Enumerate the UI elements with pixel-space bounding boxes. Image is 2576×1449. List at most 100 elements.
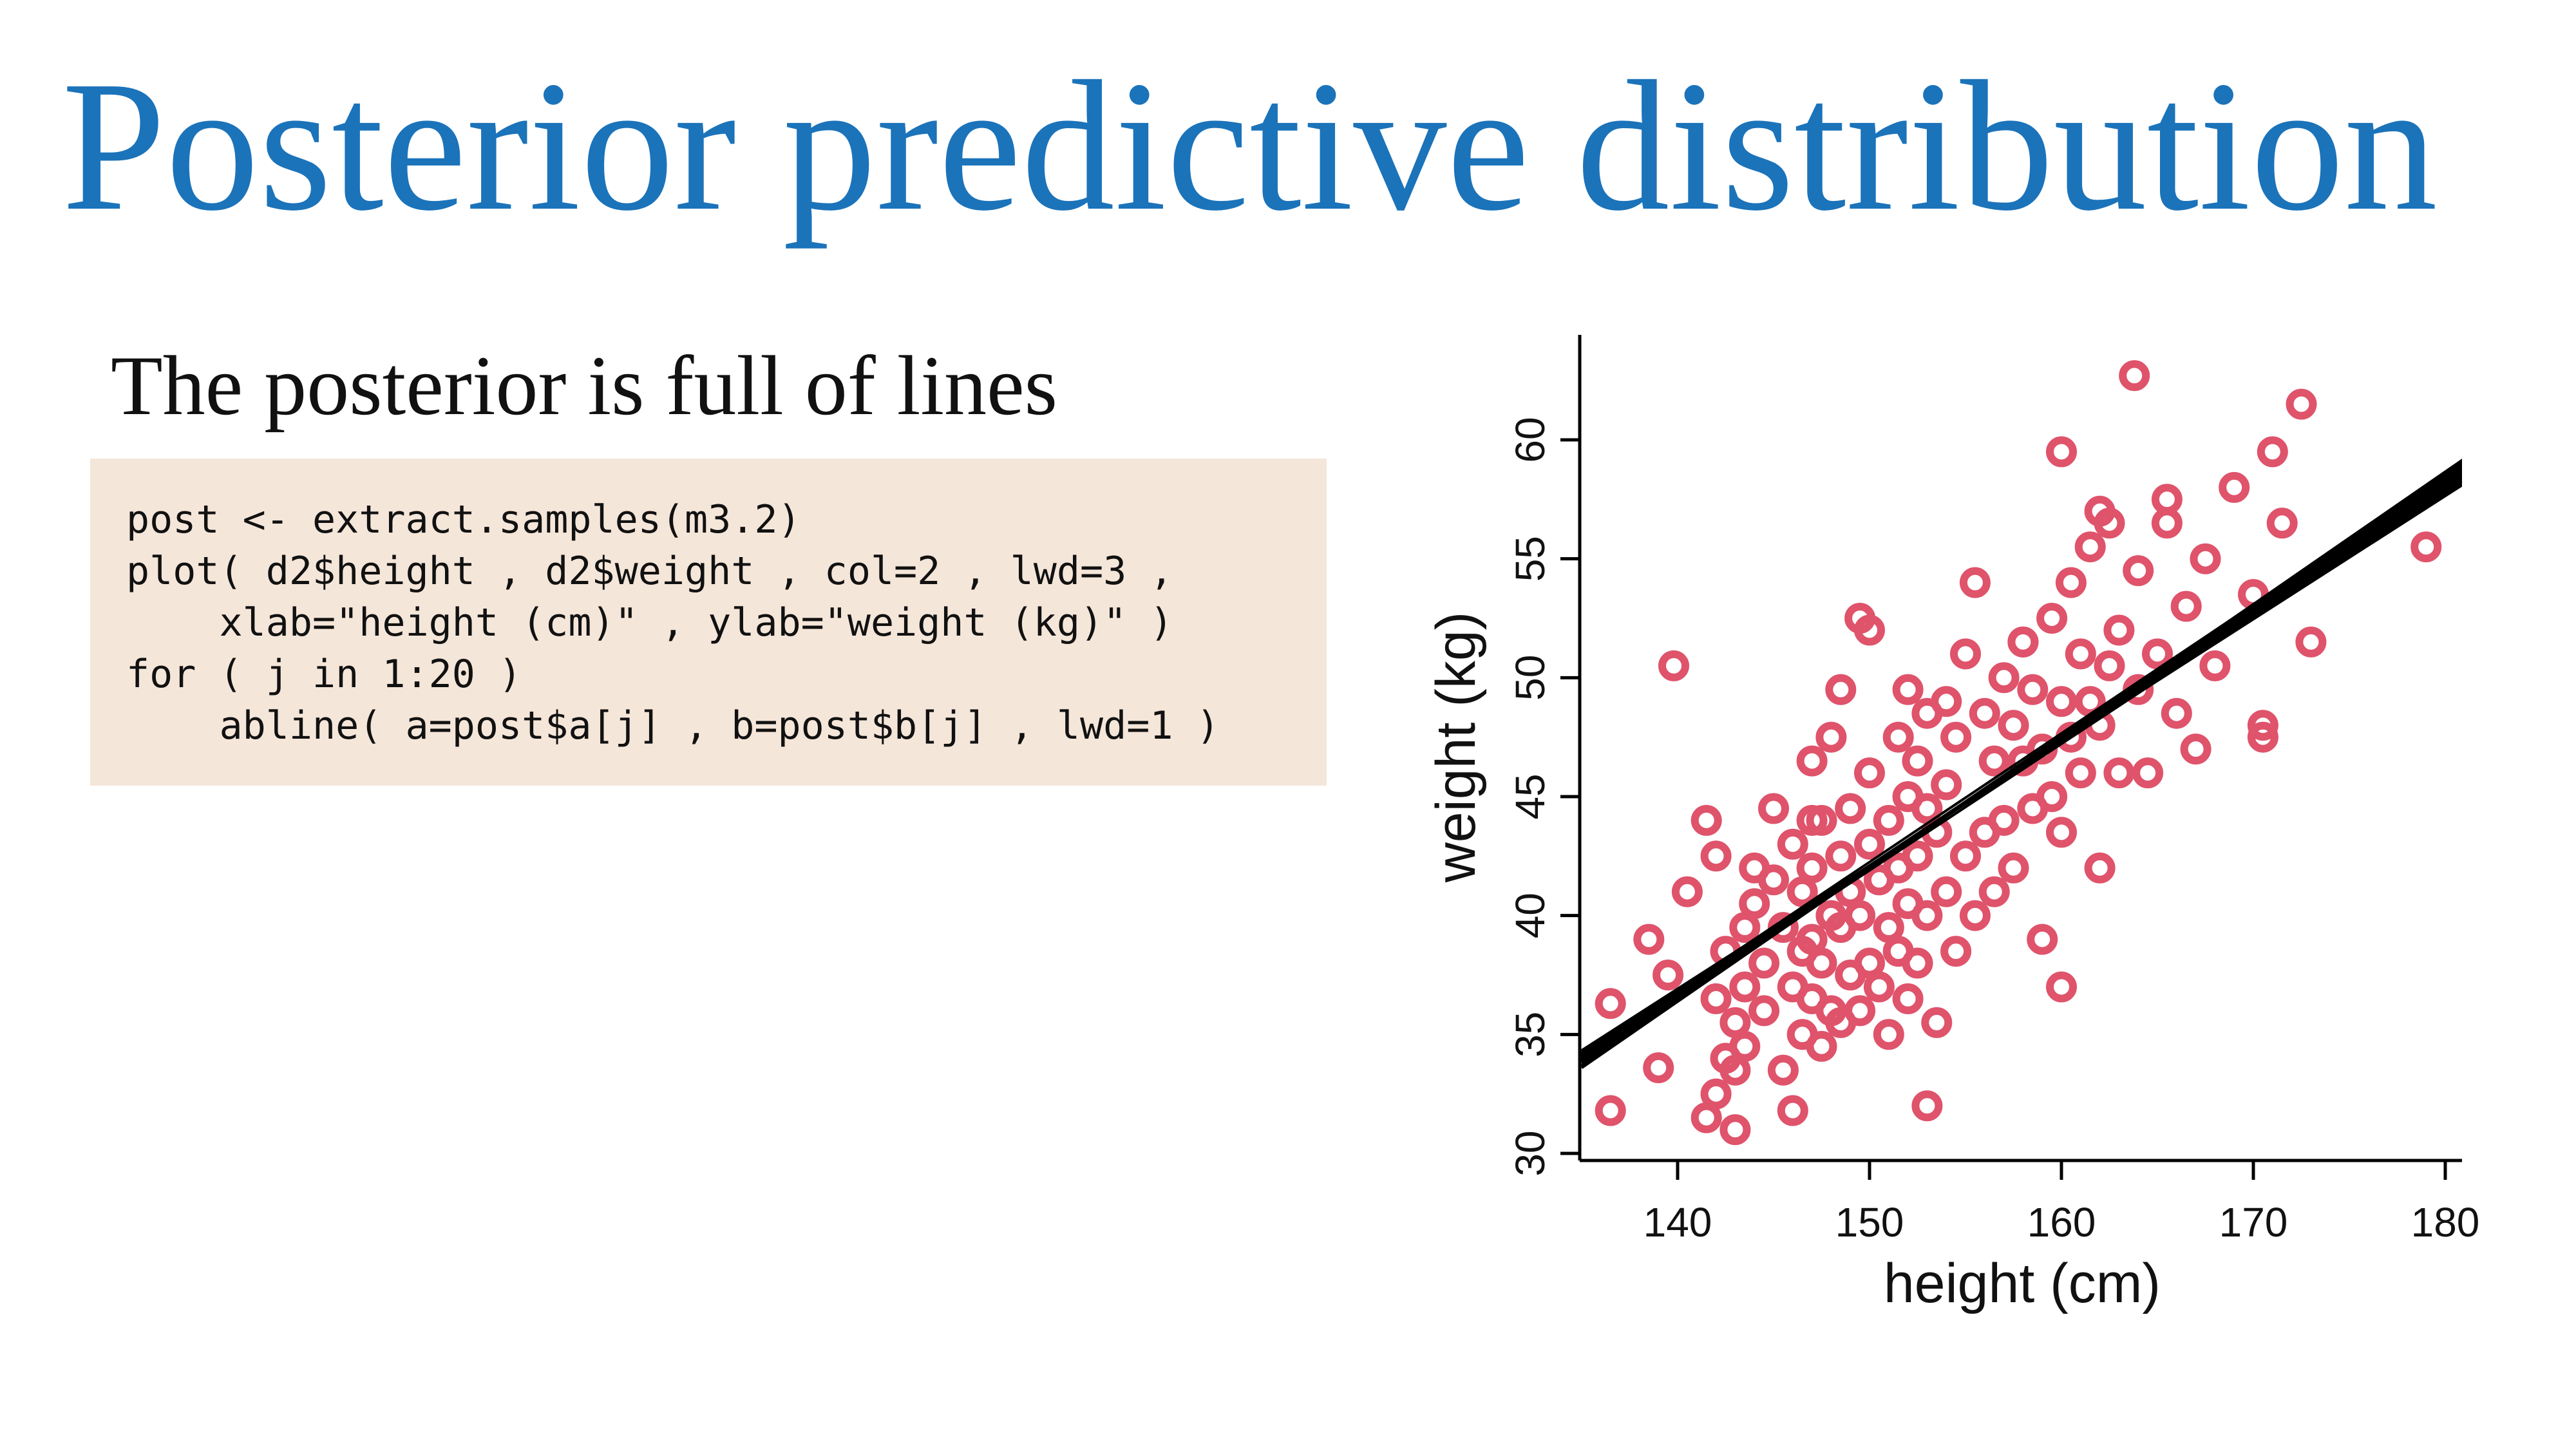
- posterior-line: [1580, 460, 2462, 1066]
- posterior-line: [1580, 467, 2462, 1063]
- data-point: [1931, 876, 1962, 907]
- data-point: [1873, 804, 1904, 836]
- data-point: [2074, 531, 2106, 563]
- data-point: [2007, 745, 2039, 777]
- data-point: [2017, 674, 2049, 705]
- data-point: [2094, 650, 2125, 681]
- x-tick-label: 140: [1643, 1199, 1712, 1245]
- data-point: [1911, 793, 1943, 824]
- data-point: [1863, 971, 1895, 1003]
- data-point: [1882, 852, 1914, 884]
- data-point: [1959, 900, 1991, 931]
- data-point: [1796, 745, 1828, 777]
- data-point: [1719, 1007, 1751, 1038]
- data-point: [1950, 840, 1981, 872]
- data-point: [2123, 555, 2154, 587]
- data-point: [2170, 591, 2202, 622]
- data-point: [2238, 579, 2269, 611]
- data-point: [1767, 1054, 1799, 1086]
- data-point: [2046, 817, 2077, 848]
- data-point: [1835, 960, 1866, 990]
- data-point: [2103, 614, 2135, 646]
- y-tick-label: 50: [1507, 655, 1553, 701]
- data-point: [2084, 495, 2116, 527]
- data-point: [1729, 912, 1761, 943]
- data-point: [1739, 852, 1770, 884]
- x-axis-label: height (cm): [1884, 1253, 2161, 1314]
- data-point: [1969, 817, 2000, 848]
- posterior-line: [1580, 469, 2462, 1059]
- data-point: [1796, 804, 1828, 836]
- data-point: [2055, 721, 2087, 753]
- y-tick-label: 35: [1507, 1012, 1553, 1057]
- posterior-line: [1580, 480, 2462, 1053]
- data-point: [1710, 936, 1741, 967]
- posterior-line: [1580, 471, 2462, 1057]
- data-point: [2036, 603, 2068, 634]
- y-tick-label: 45: [1507, 773, 1553, 819]
- data-point: [2065, 757, 2096, 789]
- data-point: [1825, 1007, 1857, 1038]
- data-point: [2046, 971, 2077, 1003]
- y-axis-label: weight (kg): [1425, 612, 1487, 884]
- data-point: [1690, 1102, 1722, 1133]
- data-point: [1844, 603, 1876, 634]
- posterior-line: [1580, 470, 2462, 1058]
- data-point: [1978, 876, 2010, 907]
- x-tick-label: 150: [1835, 1199, 1904, 1245]
- data-point: [1671, 876, 1703, 907]
- slide-title: Posterior predictive distribution: [62, 43, 2438, 249]
- data-point: [1595, 1095, 1626, 1126]
- data-point: [1758, 793, 1789, 824]
- data-point: [1796, 983, 1828, 1014]
- data-point: [1815, 995, 1847, 1027]
- data-point: [1806, 947, 1837, 979]
- posterior-line: [1580, 469, 2462, 1061]
- data-point: [2084, 852, 2116, 884]
- data-point: [1825, 674, 1857, 705]
- data-point: [1748, 947, 1780, 979]
- data-point: [2266, 507, 2298, 539]
- data-point: [1988, 662, 2020, 694]
- data-point: [1777, 971, 1808, 1003]
- data-point: [1844, 995, 1876, 1027]
- data-point: [2084, 710, 2116, 741]
- code-line: abline( a=post$a[j] , b=post$b[j] , lwd=…: [126, 703, 1220, 748]
- data-point: [1786, 1019, 1818, 1050]
- data-point: [1633, 923, 1665, 955]
- data-point: [2219, 471, 2250, 503]
- posterior-line: [1580, 468, 2462, 1063]
- data-point: [1595, 988, 1626, 1019]
- data-point: [1710, 1043, 1741, 1074]
- data-point: [1892, 781, 1924, 812]
- posterior-line: [1580, 475, 2462, 1056]
- data-point: [1835, 793, 1866, 824]
- posterior-lines: [1580, 459, 2462, 1069]
- data-point: [1892, 674, 1924, 705]
- data-point: [1969, 697, 2000, 729]
- data-point: [2094, 507, 2125, 539]
- data-point: [1911, 1090, 1943, 1122]
- data-point: [1777, 1095, 1808, 1126]
- data-point: [1786, 876, 1818, 907]
- data-point: [1825, 912, 1857, 943]
- data-point: [1902, 840, 1933, 872]
- data-point: [1911, 900, 1943, 931]
- data-point: [1854, 947, 1885, 979]
- data-point: [1700, 983, 1732, 1014]
- data-point: [2180, 734, 2211, 765]
- posterior-line: [1580, 469, 2462, 1062]
- data-point: [1806, 1030, 1837, 1062]
- data-point: [1921, 1007, 1953, 1038]
- y-tick-label: 60: [1507, 417, 1553, 462]
- code-line: xlab="height (cm)" , ylab="weight (kg)" …: [126, 600, 1173, 645]
- data-point: [1892, 888, 1924, 920]
- data-point: [1806, 804, 1837, 836]
- data-point: [1815, 900, 1847, 931]
- data-point: [2046, 436, 2077, 468]
- data-point: [1767, 912, 1799, 943]
- data-point: [1729, 971, 1761, 1003]
- posterior-line: [1580, 463, 2462, 1056]
- data-point: [2017, 793, 2049, 824]
- data-point: [2074, 686, 2106, 717]
